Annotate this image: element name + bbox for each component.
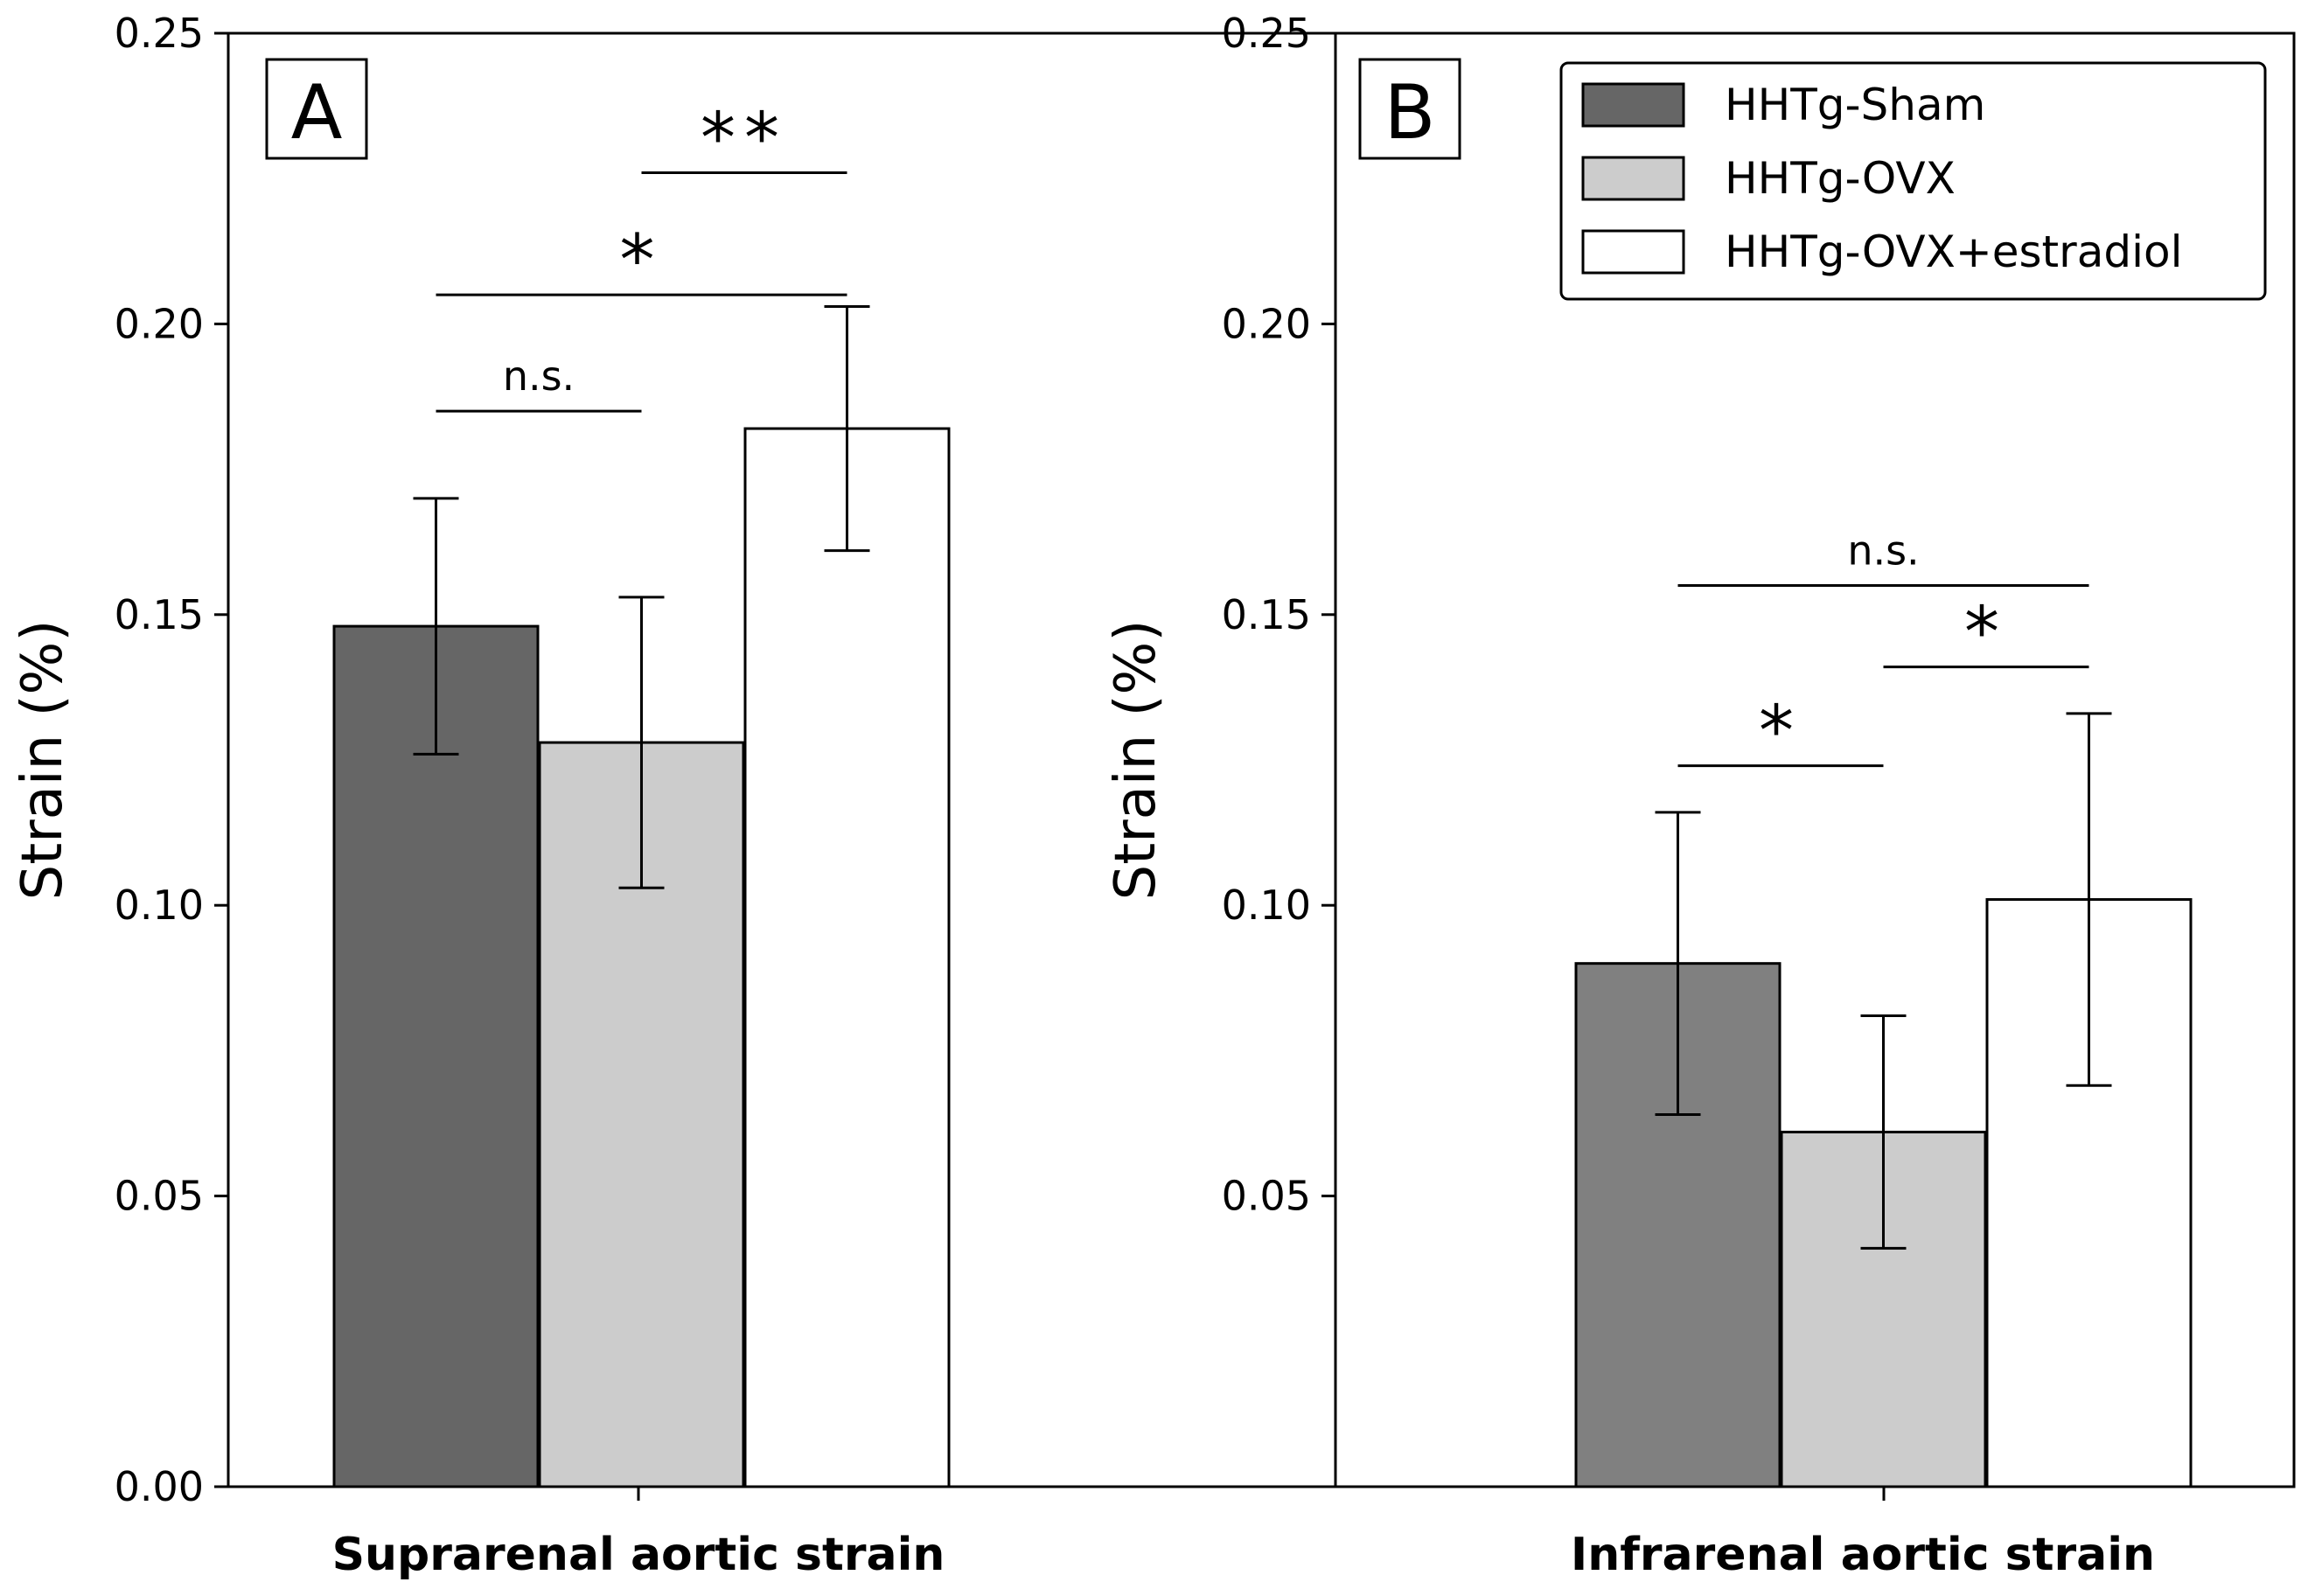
panel-a-y-tick-label: 0.20 bbox=[115, 300, 204, 347]
panel-a-bar-sham bbox=[332, 624, 540, 1488]
panel-b-y-tick-label: 0.25 bbox=[1222, 10, 1311, 57]
panel-b-significance-label: n.s. bbox=[1847, 527, 1919, 575]
legend-swatch-sham bbox=[1581, 82, 1685, 128]
panel-a-plot: 0.000.050.100.150.200.25n.s.*** bbox=[115, 10, 951, 1510]
legend-frame bbox=[1559, 61, 2267, 301]
panel-b-label: B bbox=[1384, 69, 1436, 157]
panel-a-y-tick-label: 0.25 bbox=[115, 10, 204, 57]
panel-a-significance-label: n.s. bbox=[503, 352, 575, 400]
panel-a-bar-ovx-estradiol bbox=[743, 427, 951, 1488]
panel-b-plot: 0.05 0.10 0.15 0.20 0.25 n.s. * * bbox=[1222, 10, 2193, 1501]
panel-b-y-axis-title: Strain (%) bbox=[1104, 620, 1168, 901]
panel-b-y-tick-label: 0.10 bbox=[1222, 882, 1311, 929]
panel-b-y-tick-label: 0.05 bbox=[1222, 1173, 1311, 1220]
panel-a-significance-label: * bbox=[620, 220, 664, 301]
panel-a-significance-label: ** bbox=[701, 98, 788, 179]
panel-a-x-category-label: Suprarenal aortic strain bbox=[332, 1529, 945, 1581]
panel-b-x-category-label: Infrarenal aortic strain bbox=[1571, 1529, 2155, 1581]
panel-b-significance-label: * bbox=[1964, 592, 2008, 673]
legend: HHTg-Sham HHTg-OVX HHTg-OVX+estradiol bbox=[1559, 61, 2267, 301]
panel-a-y-tick-label: 0.10 bbox=[115, 882, 204, 929]
panel-a-label: A bbox=[291, 69, 343, 157]
panel-b-y-tick-label: 0.15 bbox=[1222, 591, 1311, 638]
legend-label-ovx: HHTg-OVX bbox=[1725, 153, 1956, 204]
panel-a-y-axis-title: Strain (%) bbox=[10, 620, 75, 901]
panel-b-y-tick-label: 0.20 bbox=[1222, 300, 1311, 347]
panel-a-y-tick-label: 0.15 bbox=[115, 591, 204, 638]
panel-a-label-box bbox=[265, 58, 368, 160]
panel-b-label-box bbox=[1358, 58, 1461, 160]
legend-swatch-ovx-estradiol bbox=[1581, 229, 1685, 275]
legend-label-sham: HHTg-Sham bbox=[1725, 80, 1985, 130]
legend-label-ovx-estradiol: HHTg-OVX+estradiol bbox=[1725, 227, 2182, 277]
panel-b-significance-label: * bbox=[1759, 691, 1802, 772]
panel-a-y-tick-label: 0.05 bbox=[115, 1173, 204, 1220]
legend-swatch-ovx bbox=[1581, 156, 1685, 201]
panel-a-y-tick-label: 0.00 bbox=[115, 1463, 204, 1510]
